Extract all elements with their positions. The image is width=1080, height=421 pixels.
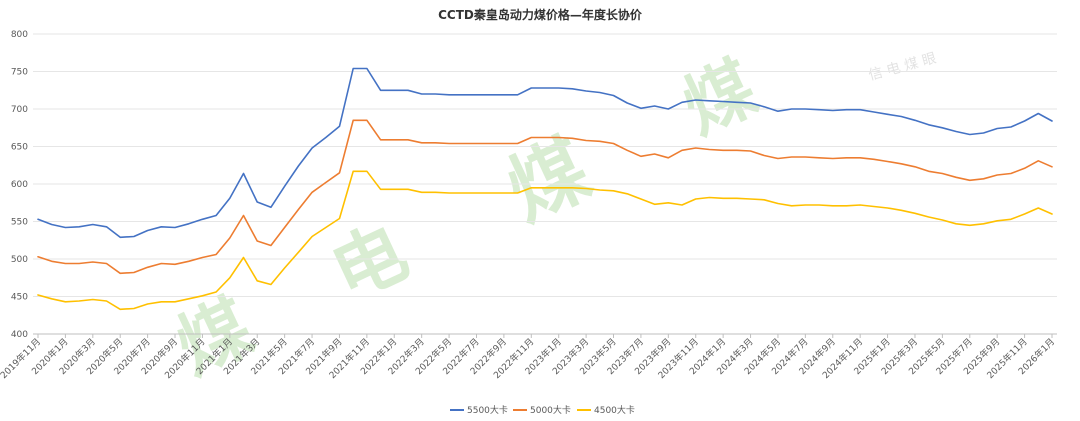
y-axis: 400 450 500 550 600 650 700 750 800: [11, 30, 28, 340]
series-line-2: [37, 119, 1053, 275]
series-line-3: [37, 170, 1053, 311]
y-tick-label: 550: [11, 218, 28, 228]
legend-label-2: 5000大卡: [530, 404, 571, 416]
y-tick-label: 450: [11, 293, 28, 303]
y-tick-label: 500: [11, 255, 28, 265]
y-tick-label: 700: [11, 105, 28, 115]
grid-lines: [33, 33, 1057, 335]
legend-label-3: 4500大卡: [594, 404, 635, 416]
watermark-char-4: 煤: [164, 284, 265, 391]
series-lines: [37, 67, 1053, 311]
chart-title: CCTD秦皇岛动力煤价格—年度长协价: [438, 8, 642, 22]
series-line-1: [37, 67, 1053, 239]
watermark-char-1: 煤: [671, 46, 769, 150]
y-tick-label: 800: [11, 30, 28, 40]
watermark-char-3: 电: [319, 209, 420, 316]
y-tick-label: 650: [11, 143, 28, 153]
legend-label-1: 5500大卡: [467, 404, 508, 416]
watermark-text: 信 电 煤 眼: [867, 50, 938, 83]
y-tick-label: 400: [11, 330, 28, 340]
y-tick-label: 750: [11, 68, 28, 78]
x-axis: 2019年11月2020年1月2020年3月2020年5月2020年7月2020…: [0, 334, 1057, 381]
y-tick-label: 600: [11, 180, 28, 190]
legend: 5500大卡 5000大卡 4500大卡: [450, 404, 635, 416]
